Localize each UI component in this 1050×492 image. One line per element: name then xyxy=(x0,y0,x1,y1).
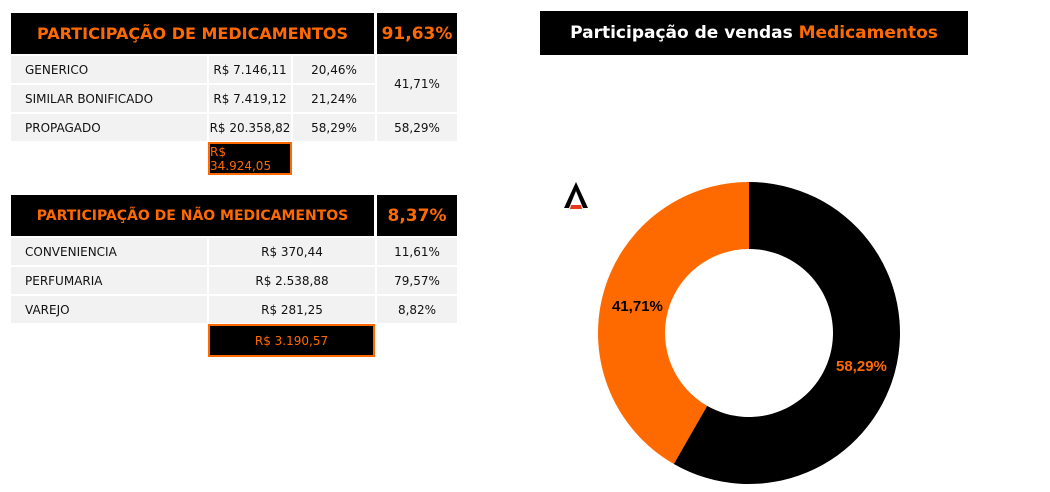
row-pct: 79,57% xyxy=(377,267,457,294)
row-value: R$ 281,25 xyxy=(209,296,375,323)
row-value: R$ 7.146,11 xyxy=(209,56,291,83)
row-name: GENERICO xyxy=(11,56,207,83)
donut-slice-outros xyxy=(598,182,749,464)
group-pct: 41,71% xyxy=(377,56,457,112)
row-name: VAREJO xyxy=(11,296,207,323)
row-name: SIMILAR BONIFICADO xyxy=(11,85,207,112)
label-outros: 41,71% xyxy=(612,298,663,315)
logo-icon xyxy=(564,182,588,209)
row-pct: 58,29% xyxy=(293,114,375,141)
row-value: R$ 20.358,82 xyxy=(209,114,291,141)
chart-title-highlight: Medicamentos xyxy=(798,23,938,43)
med-pct: 91,63% xyxy=(377,13,457,54)
nonmed-title: PARTICIPAÇÃO DE NÃO MEDICAMENTOS xyxy=(11,195,374,236)
med-total: R$ 34.924,05 xyxy=(208,142,292,175)
row-name: PROPAGADO xyxy=(11,114,207,141)
row-pct: 8,82% xyxy=(377,296,457,323)
row-pct: 11,61% xyxy=(377,238,457,265)
row-pct: 20,46% xyxy=(293,56,375,83)
row-value: R$ 370,44 xyxy=(209,238,375,265)
donut-chart xyxy=(598,182,900,485)
label-propagado: 58,29% xyxy=(836,358,887,375)
chart-title: Participação de vendas Medicamentos xyxy=(540,11,968,55)
nonmed-pct: 8,37% xyxy=(377,195,457,236)
row-name: PERFUMARIA xyxy=(11,267,207,294)
chart-title-prefix: Participação de vendas xyxy=(570,23,799,43)
row-value: R$ 2.538,88 xyxy=(209,267,375,294)
row-value: R$ 7.419,12 xyxy=(209,85,291,112)
row-pct: 21,24% xyxy=(293,85,375,112)
group-pct: 58,29% xyxy=(377,114,457,141)
donut-slice-propagado xyxy=(673,182,900,485)
row-name: CONVENIENCIA xyxy=(11,238,207,265)
nonmed-total: R$ 3.190,57 xyxy=(208,324,375,357)
med-title: PARTICIPAÇÃO DE MEDICAMENTOS xyxy=(11,13,374,54)
